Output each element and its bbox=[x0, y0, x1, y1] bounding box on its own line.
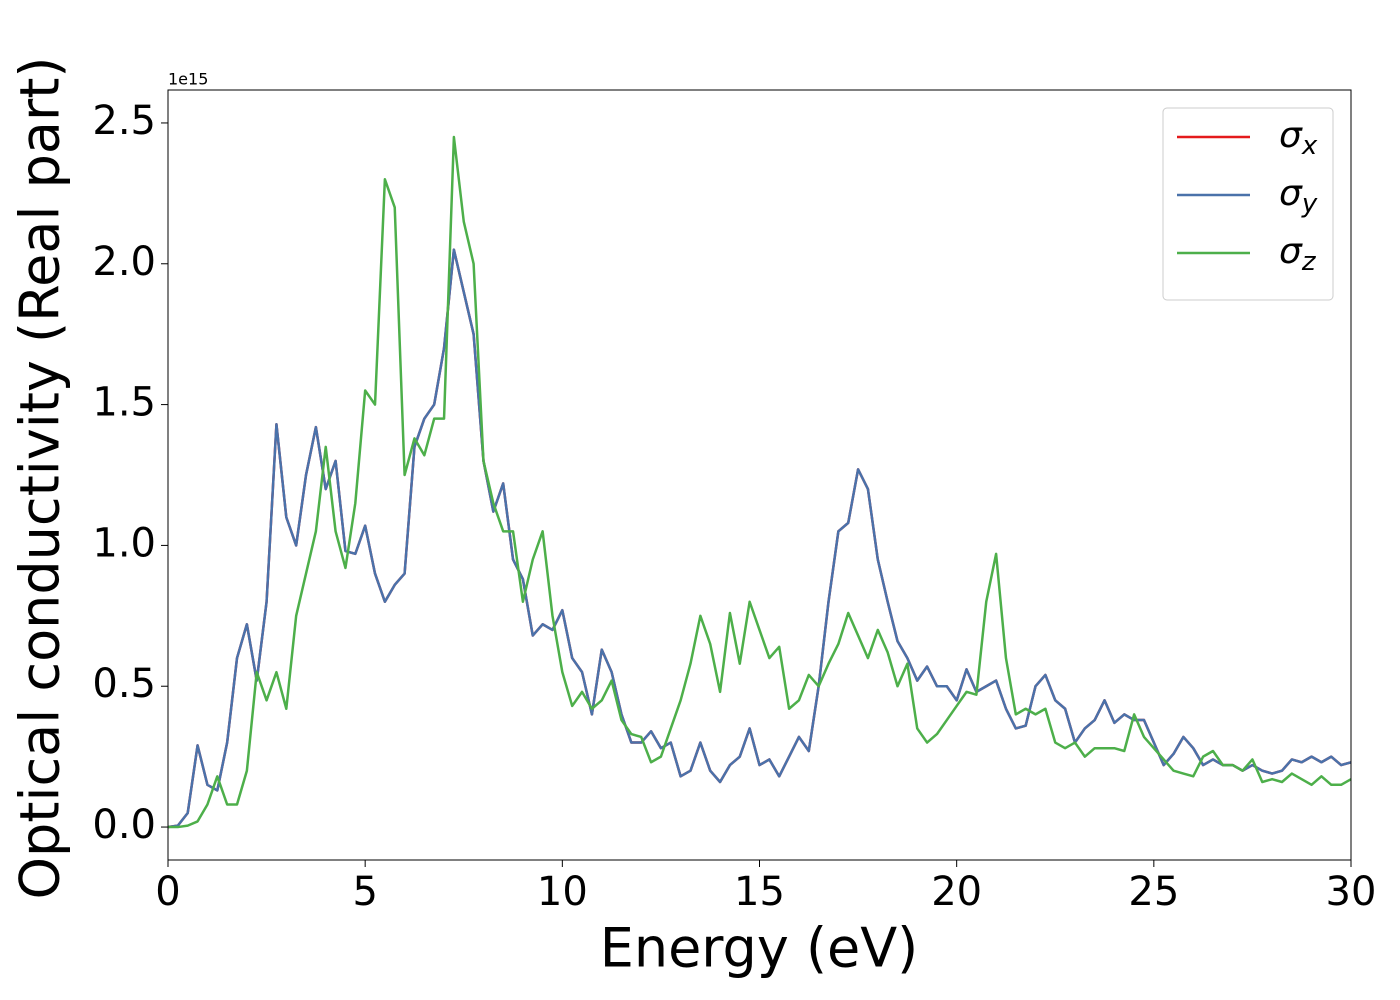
y-tick-label: 0.5 bbox=[92, 661, 156, 707]
y-axis-label: Optical conductivity (Real part) bbox=[9, 57, 72, 900]
y-offset-label: 1e15 bbox=[168, 70, 208, 89]
x-tick-label: 20 bbox=[931, 869, 982, 915]
x-tick-label: 25 bbox=[1128, 869, 1179, 915]
series-line bbox=[168, 248, 1351, 829]
y-tick-label: 1.0 bbox=[92, 520, 156, 566]
legend-label: σz bbox=[1279, 231, 1317, 277]
x-tick-label: 0 bbox=[155, 869, 180, 915]
series-line bbox=[168, 135, 1351, 829]
x-axis-label: Energy (eV) bbox=[600, 917, 919, 980]
y-tick-label: 2.0 bbox=[92, 239, 156, 285]
series-line bbox=[168, 248, 1351, 829]
x-tick-label: 10 bbox=[537, 869, 588, 915]
x-tick-label: 30 bbox=[1326, 869, 1377, 915]
y-tick-label: 0.0 bbox=[92, 802, 156, 848]
legend-label: σx bbox=[1279, 115, 1318, 161]
y-tick-label: 1.5 bbox=[92, 380, 156, 426]
x-tick-label: 15 bbox=[734, 869, 785, 915]
x-tick-label: 5 bbox=[352, 869, 377, 915]
legend-label: σy bbox=[1279, 173, 1318, 219]
y-tick-label: 2.5 bbox=[92, 98, 156, 144]
plot-frame bbox=[167, 89, 1352, 861]
